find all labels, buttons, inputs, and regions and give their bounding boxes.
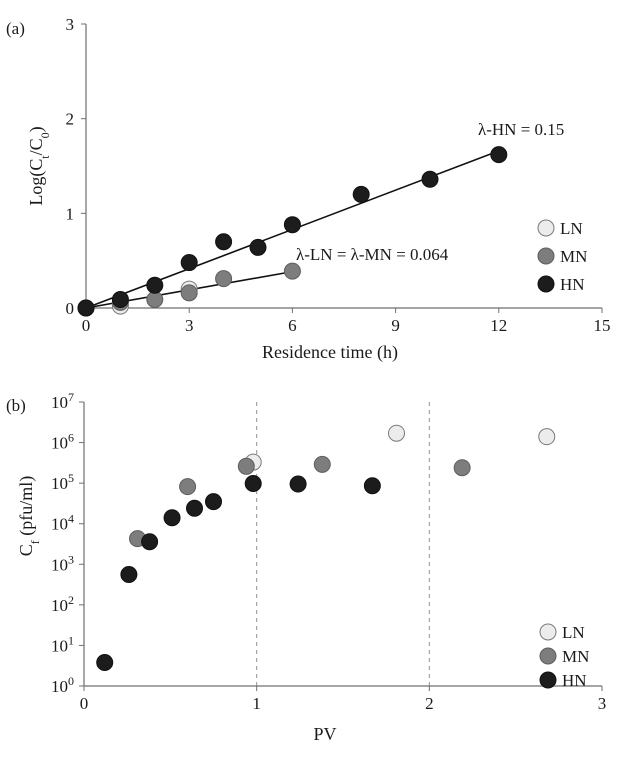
x-tick-label: 2 <box>425 694 434 713</box>
data-point-hn <box>249 238 267 256</box>
x-tick-label: 9 <box>391 316 400 335</box>
legend-label-hn: HN <box>562 671 587 690</box>
y-tick-label: 0 <box>66 299 75 318</box>
data-point-hn <box>163 509 181 527</box>
x-tick-label: 0 <box>80 694 89 713</box>
data-point-mn <box>283 262 301 280</box>
data-point-hn <box>120 566 138 584</box>
legend-label-mn: MN <box>562 647 589 666</box>
data-point-mn <box>313 455 331 473</box>
panel-label-b: (b) <box>6 396 26 415</box>
data-point-hn <box>146 276 164 294</box>
legend-marker-ln <box>539 623 557 641</box>
annotation-lambda-hn: λ-HN = 0.15 <box>478 120 564 139</box>
data-point-hn <box>96 653 114 671</box>
data-point-hn <box>215 233 233 251</box>
x-tick-label: 15 <box>594 316 611 335</box>
data-point-hn <box>352 185 370 203</box>
y-tick-label: 2 <box>66 110 75 129</box>
legend-label-ln: LN <box>562 623 585 642</box>
x-tick-label: 6 <box>288 316 297 335</box>
data-point-hn <box>421 170 439 188</box>
annotation-lambda-ln-mn: λ-LN = λ-MN = 0.064 <box>296 245 449 264</box>
legend-label-hn: HN <box>560 275 585 294</box>
data-point-hn <box>77 299 95 317</box>
data-point-hn <box>205 493 222 511</box>
legend-label-mn: MN <box>560 247 587 266</box>
data-point-hn <box>244 474 262 492</box>
data-point-mn <box>180 284 198 302</box>
legend-marker-ln <box>537 219 555 237</box>
legend-marker-mn <box>537 247 555 265</box>
data-point-mn <box>237 457 255 475</box>
x-axis-label: Residence time (h) <box>262 342 398 363</box>
data-point-hn <box>111 290 129 308</box>
data-point-hn <box>186 499 204 517</box>
data-point-hn <box>180 254 198 272</box>
data-point-hn <box>363 477 381 495</box>
legend-label-ln: LN <box>560 219 583 238</box>
data-point-hn <box>141 533 159 551</box>
x-tick-label: 3 <box>598 694 607 713</box>
y-tick-label: 1 <box>66 204 75 223</box>
panel-label-a: (a) <box>6 19 25 38</box>
data-point-mn <box>453 459 471 477</box>
data-point-hn <box>289 475 307 493</box>
legend-marker-mn <box>539 647 557 665</box>
data-point-ln <box>388 424 406 442</box>
x-tick-label: 1 <box>252 694 261 713</box>
x-tick-label: 0 <box>82 316 91 335</box>
data-point-ln <box>538 428 556 446</box>
x-axis-label: PV <box>313 724 336 744</box>
data-point-hn <box>283 216 301 234</box>
y-tick-label: 3 <box>66 15 75 34</box>
data-point-mn <box>146 290 164 308</box>
data-point-mn <box>215 270 233 288</box>
x-tick-label: 12 <box>490 316 507 335</box>
data-point-hn <box>490 146 508 164</box>
legend-marker-hn <box>537 275 555 293</box>
legend-marker-hn <box>539 671 557 689</box>
x-tick-label: 3 <box>185 316 194 335</box>
data-point-mn <box>179 478 197 496</box>
